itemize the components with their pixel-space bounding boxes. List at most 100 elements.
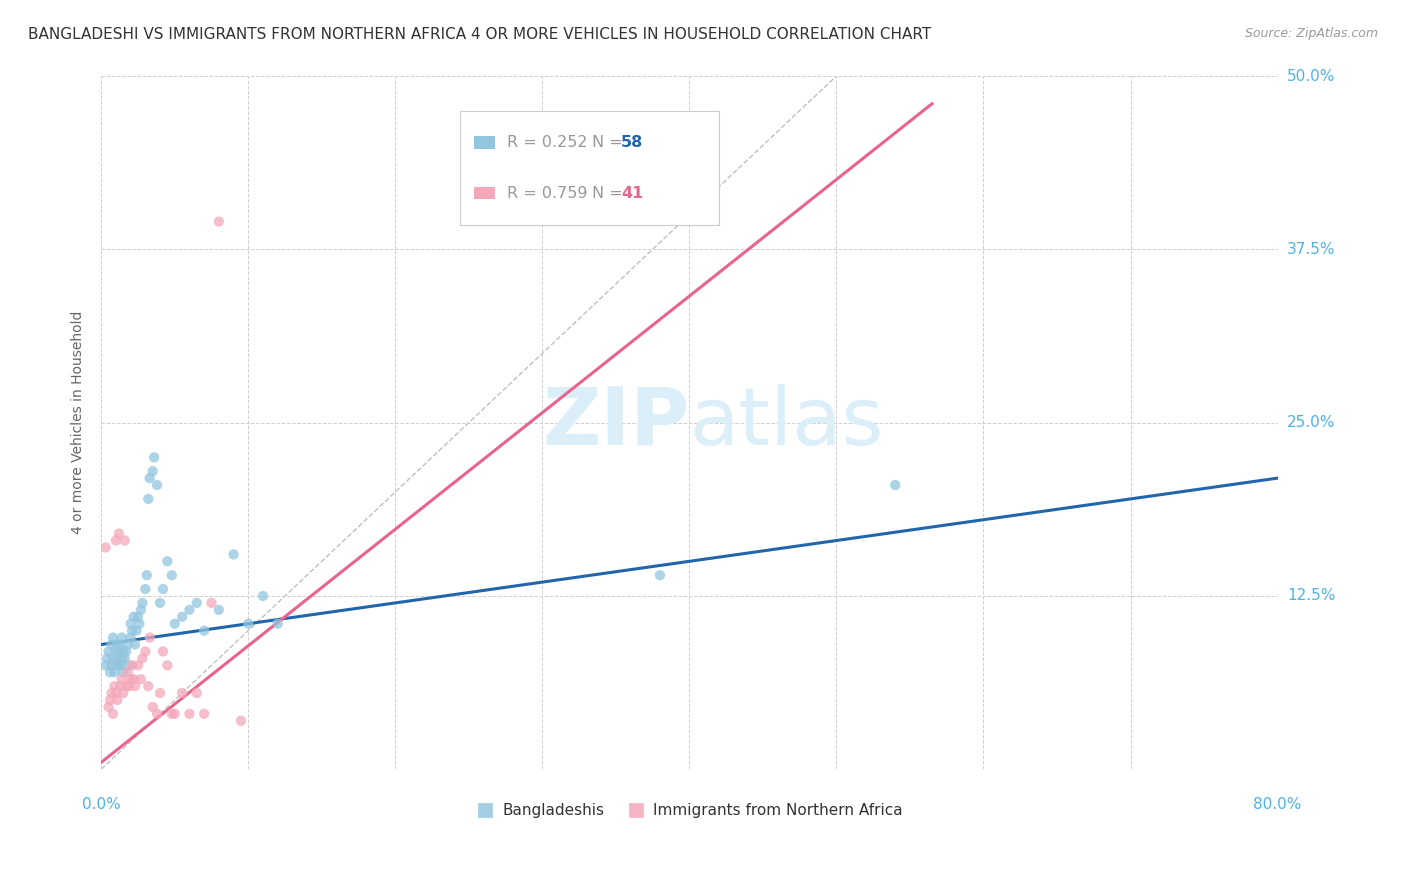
- Point: [114, 533, 136, 548]
- Point: [131, 596, 153, 610]
- Point: [108, 526, 131, 541]
- Point: [101, 706, 124, 721]
- Point: [146, 478, 169, 492]
- Point: [120, 616, 142, 631]
- Point: [138, 471, 160, 485]
- Y-axis label: 4 or more Vehicles in Household: 4 or more Vehicles in Household: [72, 311, 86, 534]
- Point: [193, 624, 215, 638]
- Point: [105, 651, 128, 665]
- Point: [111, 631, 134, 645]
- Point: [172, 686, 194, 700]
- Point: [252, 589, 274, 603]
- Point: [142, 464, 165, 478]
- Point: [134, 582, 156, 596]
- Point: [127, 609, 149, 624]
- Point: [136, 491, 159, 506]
- Point: [104, 658, 127, 673]
- Point: [208, 603, 231, 617]
- Point: [193, 706, 215, 721]
- Point: [105, 693, 128, 707]
- Point: [111, 651, 134, 665]
- Point: [120, 631, 142, 645]
- Point: [238, 616, 260, 631]
- Point: [100, 658, 122, 673]
- Point: [100, 686, 122, 700]
- Point: [229, 714, 252, 728]
- Point: [94, 658, 117, 673]
- Text: BANGLADESHI VS IMMIGRANTS FROM NORTHERN AFRICA 4 OR MORE VEHICLES IN HOUSEHOLD C: BANGLADESHI VS IMMIGRANTS FROM NORTHERN …: [28, 27, 931, 42]
- Text: 80.0%: 80.0%: [1253, 797, 1302, 812]
- Point: [104, 533, 127, 548]
- Text: N =: N =: [592, 136, 627, 150]
- Point: [125, 624, 148, 638]
- Point: [100, 638, 122, 652]
- Text: 0.0%: 0.0%: [82, 797, 121, 812]
- Point: [163, 706, 186, 721]
- Point: [103, 665, 125, 680]
- Point: [156, 658, 179, 673]
- Point: [104, 644, 127, 658]
- Point: [156, 554, 179, 568]
- Point: [129, 672, 152, 686]
- Point: [114, 651, 136, 665]
- Text: 58: 58: [621, 136, 644, 150]
- Point: [131, 651, 153, 665]
- Point: [98, 693, 121, 707]
- Point: [648, 568, 671, 582]
- Point: [118, 658, 141, 673]
- Text: R = 0.759: R = 0.759: [508, 186, 588, 201]
- Point: [112, 686, 135, 700]
- Point: [186, 686, 208, 700]
- Point: [124, 638, 146, 652]
- Point: [98, 665, 121, 680]
- FancyBboxPatch shape: [474, 186, 495, 199]
- Point: [179, 603, 201, 617]
- Legend: Bangladeshis, Immigrants from Northern Africa: Bangladeshis, Immigrants from Northern A…: [470, 797, 908, 824]
- Point: [112, 644, 135, 658]
- Point: [149, 596, 172, 610]
- Point: [122, 672, 145, 686]
- Point: [222, 548, 245, 562]
- Point: [266, 616, 288, 631]
- Text: Source: ZipAtlas.com: Source: ZipAtlas.com: [1244, 27, 1378, 40]
- Point: [122, 609, 145, 624]
- Point: [138, 631, 160, 645]
- Point: [103, 679, 125, 693]
- Text: 25.0%: 25.0%: [1286, 415, 1336, 430]
- Point: [112, 665, 135, 680]
- Point: [110, 638, 132, 652]
- Point: [101, 631, 124, 645]
- Point: [115, 679, 138, 693]
- Point: [105, 638, 128, 652]
- Point: [118, 679, 141, 693]
- Point: [127, 658, 149, 673]
- Point: [172, 609, 194, 624]
- Point: [134, 644, 156, 658]
- Point: [884, 478, 907, 492]
- Point: [110, 679, 132, 693]
- Point: [186, 596, 208, 610]
- Point: [135, 568, 157, 582]
- Point: [121, 624, 143, 638]
- Point: [146, 706, 169, 721]
- Point: [97, 644, 120, 658]
- Point: [110, 658, 132, 673]
- Point: [111, 672, 134, 686]
- Point: [136, 679, 159, 693]
- Point: [108, 658, 131, 673]
- Point: [108, 644, 131, 658]
- Point: [94, 541, 117, 555]
- Point: [96, 651, 118, 665]
- Text: ZIP: ZIP: [543, 384, 689, 462]
- Point: [101, 651, 124, 665]
- Point: [160, 568, 183, 582]
- Point: [143, 450, 166, 465]
- Point: [129, 603, 152, 617]
- Point: [179, 706, 201, 721]
- Point: [120, 672, 142, 686]
- Point: [124, 679, 146, 693]
- Point: [163, 616, 186, 631]
- Point: [208, 214, 231, 228]
- Point: [160, 706, 183, 721]
- FancyBboxPatch shape: [474, 136, 495, 149]
